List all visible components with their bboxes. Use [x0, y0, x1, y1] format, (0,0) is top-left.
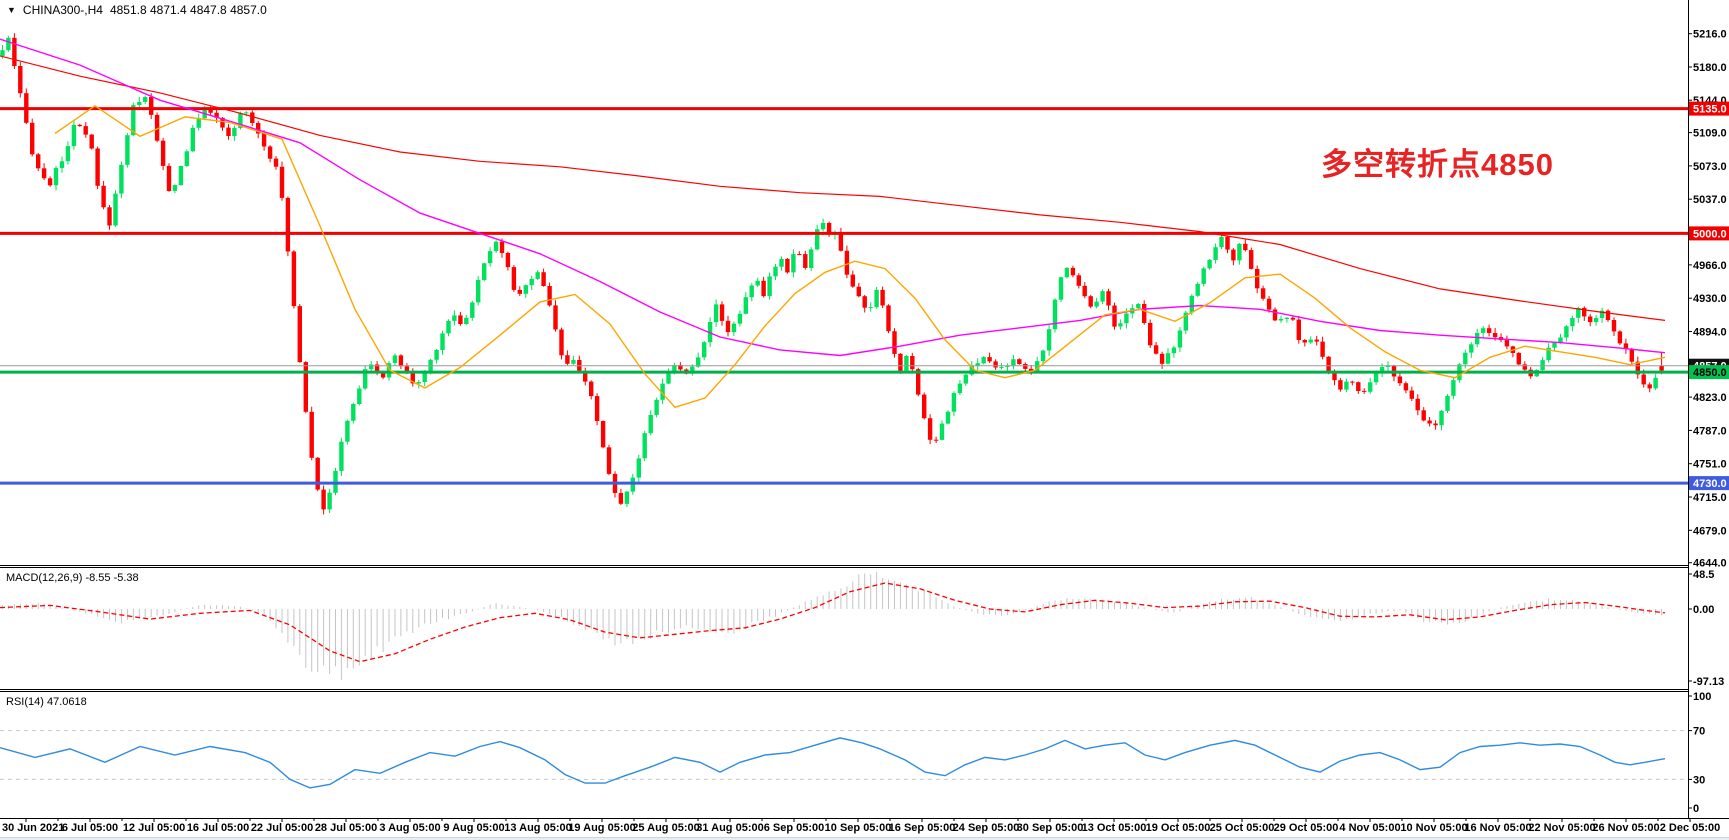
- svg-text:19 Aug 05:00: 19 Aug 05:00: [568, 822, 635, 834]
- macd-signal-line: [0, 582, 1666, 663]
- svg-text:4730.0: 4730.0: [1693, 478, 1727, 490]
- svg-text:12 Jul 05:00: 12 Jul 05:00: [123, 822, 185, 834]
- svg-text:0.00: 0.00: [1693, 604, 1714, 616]
- macd-indicator-label: MACD(12,26,9) -8.55 -5.38: [6, 572, 139, 584]
- svg-text:22 Nov 05:00: 22 Nov 05:00: [1528, 822, 1595, 834]
- svg-text:5073.0: 5073.0: [1693, 161, 1727, 173]
- svg-text:30 Jun 2021: 30 Jun 2021: [2, 822, 64, 834]
- symbol-timeframe-label: CHINA300-,H4: [22, 3, 103, 17]
- svg-text:19 Oct 05:00: 19 Oct 05:00: [1146, 822, 1211, 834]
- rsi-indicator-label: RSI(14) 47.0618: [6, 696, 87, 708]
- svg-text:13 Oct 05:00: 13 Oct 05:00: [1082, 822, 1147, 834]
- svg-text:5135.0: 5135.0: [1693, 104, 1727, 116]
- svg-text:10 Sep 05:00: 10 Sep 05:00: [825, 822, 892, 834]
- svg-text:4787.0: 4787.0: [1693, 425, 1727, 437]
- svg-text:5109.0: 5109.0: [1693, 128, 1727, 140]
- svg-text:25 Oct 05:00: 25 Oct 05:00: [1210, 822, 1275, 834]
- svg-text:4966.0: 4966.0: [1693, 260, 1727, 272]
- status-strip: [0, 837, 1729, 840]
- candles-layer: [0, 33, 1664, 515]
- svg-text:4 Nov 05:00: 4 Nov 05:00: [1339, 822, 1400, 834]
- symbol-info-bar: ▼ CHINA300-,H4 4851.8 4871.4 4847.8 4857…: [7, 3, 267, 17]
- svg-text:4679.0: 4679.0: [1693, 525, 1727, 537]
- panel-borders: [0, 0, 1729, 819]
- svg-text:70: 70: [1693, 726, 1705, 738]
- svg-text:31 Aug 05:00: 31 Aug 05:00: [696, 822, 763, 834]
- svg-text:16 Nov 05:00: 16 Nov 05:00: [1464, 822, 1531, 834]
- svg-text:3 Aug 05:00: 3 Aug 05:00: [379, 822, 440, 834]
- svg-text:29 Oct 05:00: 29 Oct 05:00: [1274, 822, 1339, 834]
- macd-axis: 48.5 0.00 -97.13: [1688, 569, 1724, 688]
- svg-text:28 Jul 05:00: 28 Jul 05:00: [315, 822, 377, 834]
- svg-text:5000.0: 5000.0: [1693, 228, 1727, 240]
- symbol-collapse-icon[interactable]: ▼: [7, 4, 16, 15]
- svg-text:4644.0: 4644.0: [1693, 558, 1727, 570]
- svg-text:6 Sep 05:00: 6 Sep 05:00: [764, 822, 825, 834]
- macd-histogram: [2, 571, 1663, 680]
- svg-text:24 Sep 05:00: 24 Sep 05:00: [953, 822, 1020, 834]
- ohlc-readout: 4851.8 4871.4 4847.8 4857.0: [109, 3, 267, 17]
- rsi-line: [0, 737, 1666, 789]
- svg-text:5216.0: 5216.0: [1693, 29, 1727, 41]
- svg-text:6 Jul 05:00: 6 Jul 05:00: [62, 822, 118, 834]
- svg-text:9 Aug 05:00: 9 Aug 05:00: [443, 822, 504, 834]
- svg-text:4751.0: 4751.0: [1693, 459, 1727, 471]
- svg-text:16 Sep 05:00: 16 Sep 05:00: [889, 822, 956, 834]
- svg-text:25 Aug 05:00: 25 Aug 05:00: [632, 822, 699, 834]
- svg-text:10 Nov 05:00: 10 Nov 05:00: [1400, 822, 1467, 834]
- svg-text:26 Nov 05:00: 26 Nov 05:00: [1592, 822, 1659, 834]
- svg-text:5180.0: 5180.0: [1693, 62, 1727, 74]
- svg-text:4930.0: 4930.0: [1693, 293, 1727, 305]
- rsi-axis: 100 70 30 0: [1688, 691, 1711, 815]
- svg-text:100: 100: [1693, 691, 1711, 703]
- svg-text:30: 30: [1693, 774, 1705, 786]
- svg-text:5037.0: 5037.0: [1693, 194, 1727, 206]
- svg-text:30 Sep 05:00: 30 Sep 05:00: [1017, 822, 1084, 834]
- svg-text:22 Jul 05:00: 22 Jul 05:00: [251, 822, 313, 834]
- svg-text:4823.0: 4823.0: [1693, 392, 1727, 404]
- annotation-text: 多空转折点4850: [1321, 147, 1554, 182]
- slow-ma: [0, 55, 1666, 321]
- svg-text:48.5: 48.5: [1693, 569, 1714, 581]
- svg-text:16 Jul 05:00: 16 Jul 05:00: [187, 822, 249, 834]
- svg-text:-97.13: -97.13: [1693, 676, 1724, 688]
- svg-text:2 Dec 05:00: 2 Dec 05:00: [1660, 822, 1721, 834]
- price-levels[interactable]: [0, 107, 1688, 485]
- svg-text:4850.0: 4850.0: [1693, 367, 1727, 379]
- svg-text:0: 0: [1693, 803, 1699, 815]
- mid-ma: [0, 38, 1666, 357]
- svg-text:4715.0: 4715.0: [1693, 492, 1727, 504]
- svg-text:4894.0: 4894.0: [1693, 327, 1727, 339]
- svg-text:13 Aug 05:00: 13 Aug 05:00: [504, 822, 571, 834]
- fast-ma: [54, 104, 1666, 409]
